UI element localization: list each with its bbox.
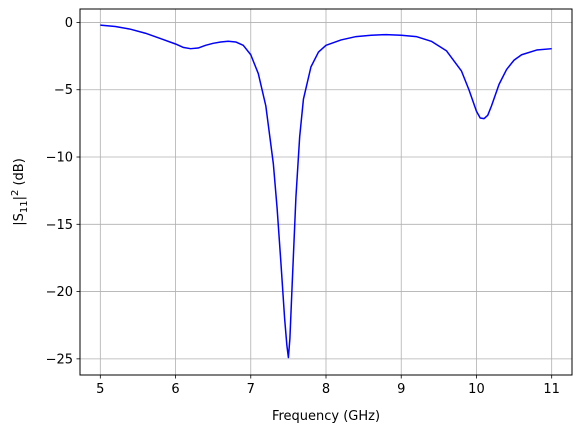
y-axis-label-sub: 11 xyxy=(19,200,30,213)
y-tick-label: −5 xyxy=(54,83,73,98)
y-tick-label: −15 xyxy=(46,218,73,233)
y-tick-label: −10 xyxy=(46,151,73,166)
y-axis-label-post: (dB) xyxy=(12,158,27,189)
grid xyxy=(80,9,572,375)
x-tick-label: 8 xyxy=(322,382,330,397)
y-tick-label: −20 xyxy=(46,285,73,300)
x-tick-label: 9 xyxy=(397,382,405,397)
x-tick-label: 11 xyxy=(543,382,560,397)
series-line xyxy=(100,24,552,359)
x-tick-label: 5 xyxy=(96,382,104,397)
ticks: 5 6 7 8 9 10 11 0 −5 −10 −15 −20 −25 xyxy=(46,16,560,397)
y-axis-label: |S11|2 (dB) xyxy=(10,158,30,226)
y-axis-label-pre: |S xyxy=(12,213,27,226)
x-axis-label: Frequency (GHz) xyxy=(272,409,380,424)
x-tick-label: 10 xyxy=(468,382,485,397)
y-axis-label-sup: 2 xyxy=(10,190,21,196)
x-tick-label: 6 xyxy=(171,382,179,397)
y-axis-label-mid: | xyxy=(12,196,27,200)
plot-line-group xyxy=(100,24,552,359)
y-tick-label: −25 xyxy=(46,352,73,367)
y-tick-label: 0 xyxy=(65,16,73,31)
x-tick-label: 7 xyxy=(247,382,255,397)
